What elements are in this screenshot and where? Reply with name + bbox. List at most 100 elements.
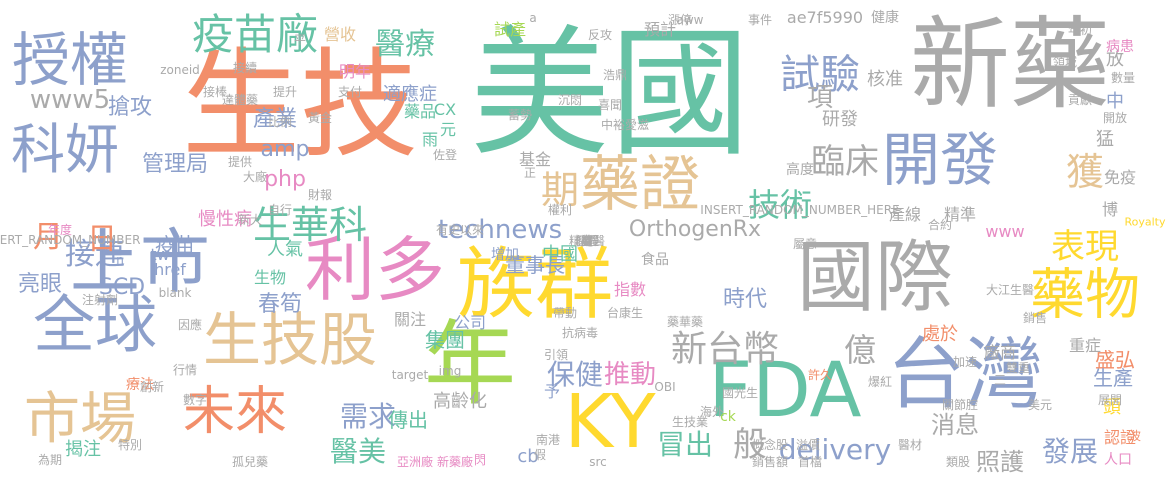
cloud-word: OrthogenRx — [628, 217, 762, 242]
cloud-word: 比例 — [267, 115, 293, 129]
cloud-word: 接連 — [65, 237, 125, 272]
cloud-word: 加速 — [952, 355, 978, 369]
cloud-word: 醫療 — [375, 27, 435, 62]
cloud-word: 基金 — [518, 150, 552, 169]
cloud-word: 關節腔 — [941, 398, 979, 412]
cloud-word: 寫 — [580, 234, 594, 248]
cloud-word: 日 — [87, 222, 117, 257]
cloud-word: zoneid — [160, 63, 200, 77]
cloud-word: 溢價 — [795, 438, 821, 452]
cloud-word: SCD — [98, 275, 146, 300]
cloud-word: 疫苗廠 — [191, 10, 319, 59]
cloud-word: ck — [720, 409, 736, 425]
cloud-word: 利多 — [305, 229, 445, 311]
cloud-word: src — [589, 455, 607, 469]
cloud-word: 科妍 — [11, 118, 119, 181]
cloud-word: 年初 — [1067, 23, 1093, 37]
cloud-word: 市場 — [24, 387, 136, 452]
cloud-word: 合約 — [927, 218, 953, 232]
cloud-word: 年 — [423, 311, 517, 418]
cloud-word: 人口 — [1104, 452, 1132, 468]
cloud-word: 歷程 — [574, 234, 600, 248]
cloud-word: 精準醫 — [568, 234, 606, 248]
cloud-word: 因應 — [177, 318, 203, 332]
cloud-word: 首檔 — [797, 455, 823, 469]
cloud-word: 健康 — [871, 10, 899, 26]
cloud-word: OBI — [654, 380, 676, 394]
cloud-word: 自行 — [267, 203, 293, 217]
cloud-word: 美國 — [469, 13, 751, 176]
cloud-word: 病患 — [1106, 39, 1134, 55]
cloud-word: 保健 — [546, 358, 604, 391]
cloud-word: 增加 — [491, 247, 519, 263]
cloud-word: 未來 — [182, 382, 288, 442]
cloud-word: 廠商 — [983, 343, 1017, 362]
cloud-word: 適應症 — [383, 84, 437, 105]
cloud-word: INSERT_RANDOM_NUMBER — [0, 233, 141, 247]
cloud-word: tw — [150, 245, 170, 264]
cloud-word: 藥品 — [403, 102, 437, 121]
cloud-word: 明年 — [338, 62, 372, 81]
cloud-word: 生技股 — [202, 306, 378, 374]
cloud-word: 亞洲廠 — [396, 455, 434, 469]
cloud-word: 高度 — [786, 162, 814, 178]
cloud-word: 全球 — [32, 288, 158, 361]
cloud-word: 人氣 — [267, 239, 303, 260]
cloud-word: 藥華藥 — [666, 315, 704, 329]
cloud-word: 產線 — [888, 205, 922, 224]
cloud-word: 貢獻 — [1067, 93, 1093, 107]
cloud-word: 疫苗 — [155, 233, 195, 257]
cloud-word: 雙重 — [1005, 361, 1031, 375]
cloud-word: 類股 — [945, 455, 971, 469]
cloud-word: 大江生醫 — [985, 283, 1035, 297]
cloud-word: 佐登 — [432, 148, 458, 162]
cloud-word: img — [438, 364, 462, 378]
cloud-word: 平 — [293, 33, 307, 47]
cloud-word: 慢性病 — [198, 209, 252, 230]
cloud-word: 生產 — [1093, 366, 1133, 390]
cloud-word: 蓄勢 — [507, 108, 533, 122]
cloud-word: 上市 — [70, 221, 210, 303]
cloud-word: php — [264, 167, 306, 192]
cloud-word: 放 — [1106, 49, 1124, 70]
cloud-word: 假 — [533, 448, 547, 462]
cloud-word: 爆紅 — [867, 375, 893, 389]
cloud-word: 行情 — [172, 363, 198, 377]
cloud-word: 認證 — [1103, 428, 1137, 447]
cloud-word: Royalty — [1124, 215, 1166, 229]
cloud-word: 抗病毒 — [561, 326, 599, 340]
cloud-word: 支付 — [337, 85, 363, 99]
cloud-word: 月 — [33, 220, 63, 255]
cloud-word: 時代 — [722, 287, 768, 312]
cloud-word: 接棒 — [202, 85, 228, 99]
cloud-word: 處於 — [922, 324, 958, 345]
cloud-word: 萬 — [580, 234, 594, 248]
cloud-word: 數字 — [182, 393, 208, 407]
cloud-word: 展開 — [1097, 393, 1123, 407]
cloud-word: 猛 — [1096, 129, 1114, 150]
cloud-word: 台灣 — [886, 330, 1044, 420]
cloud-word: 權利 — [547, 203, 573, 217]
cloud-word: 關注 — [393, 310, 427, 329]
cloud-word: 項 — [806, 83, 834, 113]
cloud-word: 藥物 — [1029, 262, 1141, 327]
cloud-word: 消息 — [931, 411, 979, 439]
cloud-word: 億 — [843, 331, 877, 369]
cloud-word: 注射劑 — [81, 293, 119, 307]
cloud-word: 預計 — [643, 20, 677, 39]
cloud-word: 財報 — [307, 188, 333, 202]
cloud-word: 為期 — [37, 453, 63, 467]
cloud-word: 授權 — [11, 26, 129, 94]
cloud-word: amp — [260, 137, 310, 162]
cloud-word: 營收 — [323, 25, 357, 44]
cloud-word: 領域 — [1052, 55, 1078, 69]
cloud-word: 發展 — [1041, 435, 1099, 468]
cloud-word: 公司 — [453, 313, 487, 332]
cloud-word: 新藥 — [910, 6, 1110, 123]
cloud-word: 開放 — [1102, 111, 1128, 125]
cloud-word: 醫美 — [329, 435, 387, 468]
cloud-word: 獲 — [1065, 150, 1105, 194]
cloud-word: 南港 — [535, 433, 561, 447]
cloud-word: 博 — [1101, 200, 1119, 219]
